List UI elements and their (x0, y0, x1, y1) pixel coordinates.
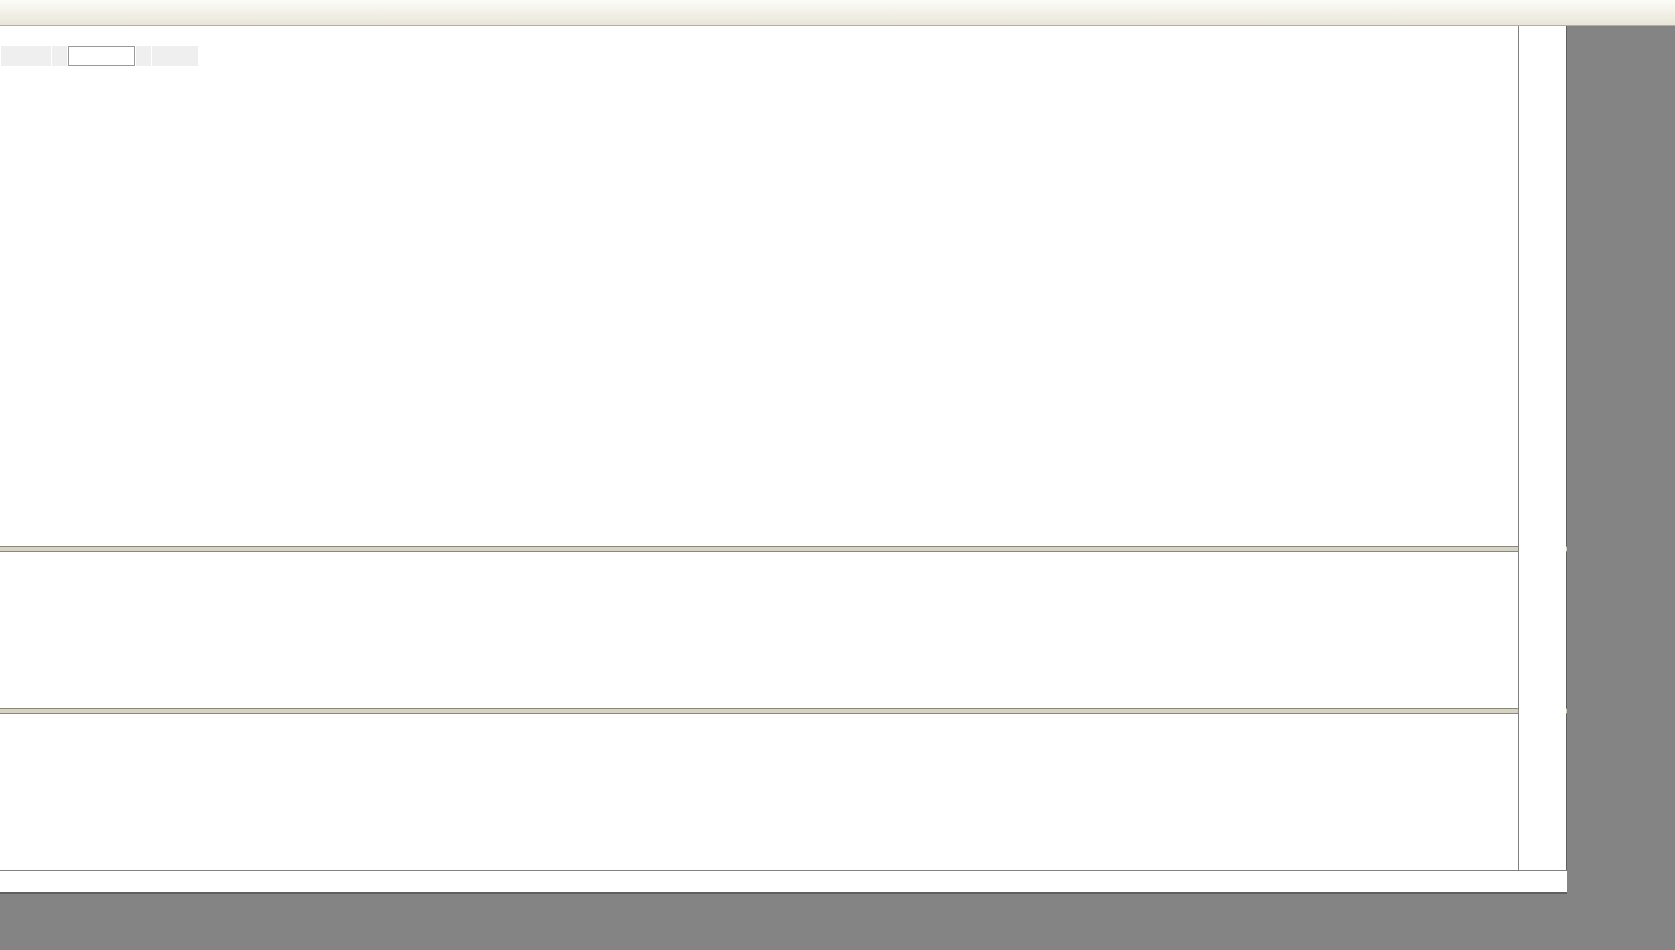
chart-window-hk50 (0, 26, 1567, 894)
main-toolbar (0, 0, 1675, 26)
macd-indicator-canvas[interactable] (0, 552, 1518, 708)
volume-down-button[interactable] (52, 46, 67, 66)
price-chart-canvas[interactable] (0, 26, 1518, 546)
date-axis[interactable] (0, 870, 1567, 892)
sell-button[interactable] (1, 46, 51, 66)
rsi-indicator-canvas[interactable] (0, 714, 1518, 870)
trade-panel-controls (1, 46, 198, 66)
one-click-trading-panel (1, 46, 198, 103)
buy-button[interactable] (152, 46, 198, 66)
panel-splitter-macd[interactable] (0, 546, 1567, 552)
volume-input[interactable] (68, 46, 135, 66)
volume-up-button[interactable] (136, 46, 151, 66)
buy-price[interactable] (101, 67, 199, 103)
sell-price[interactable] (1, 67, 99, 103)
price-axis[interactable] (1518, 26, 1566, 872)
price-level-callout (1368, 348, 1440, 369)
panel-splitter-rsi[interactable] (0, 708, 1567, 714)
trade-panel-prices (1, 67, 198, 103)
workspace (0, 26, 1675, 950)
